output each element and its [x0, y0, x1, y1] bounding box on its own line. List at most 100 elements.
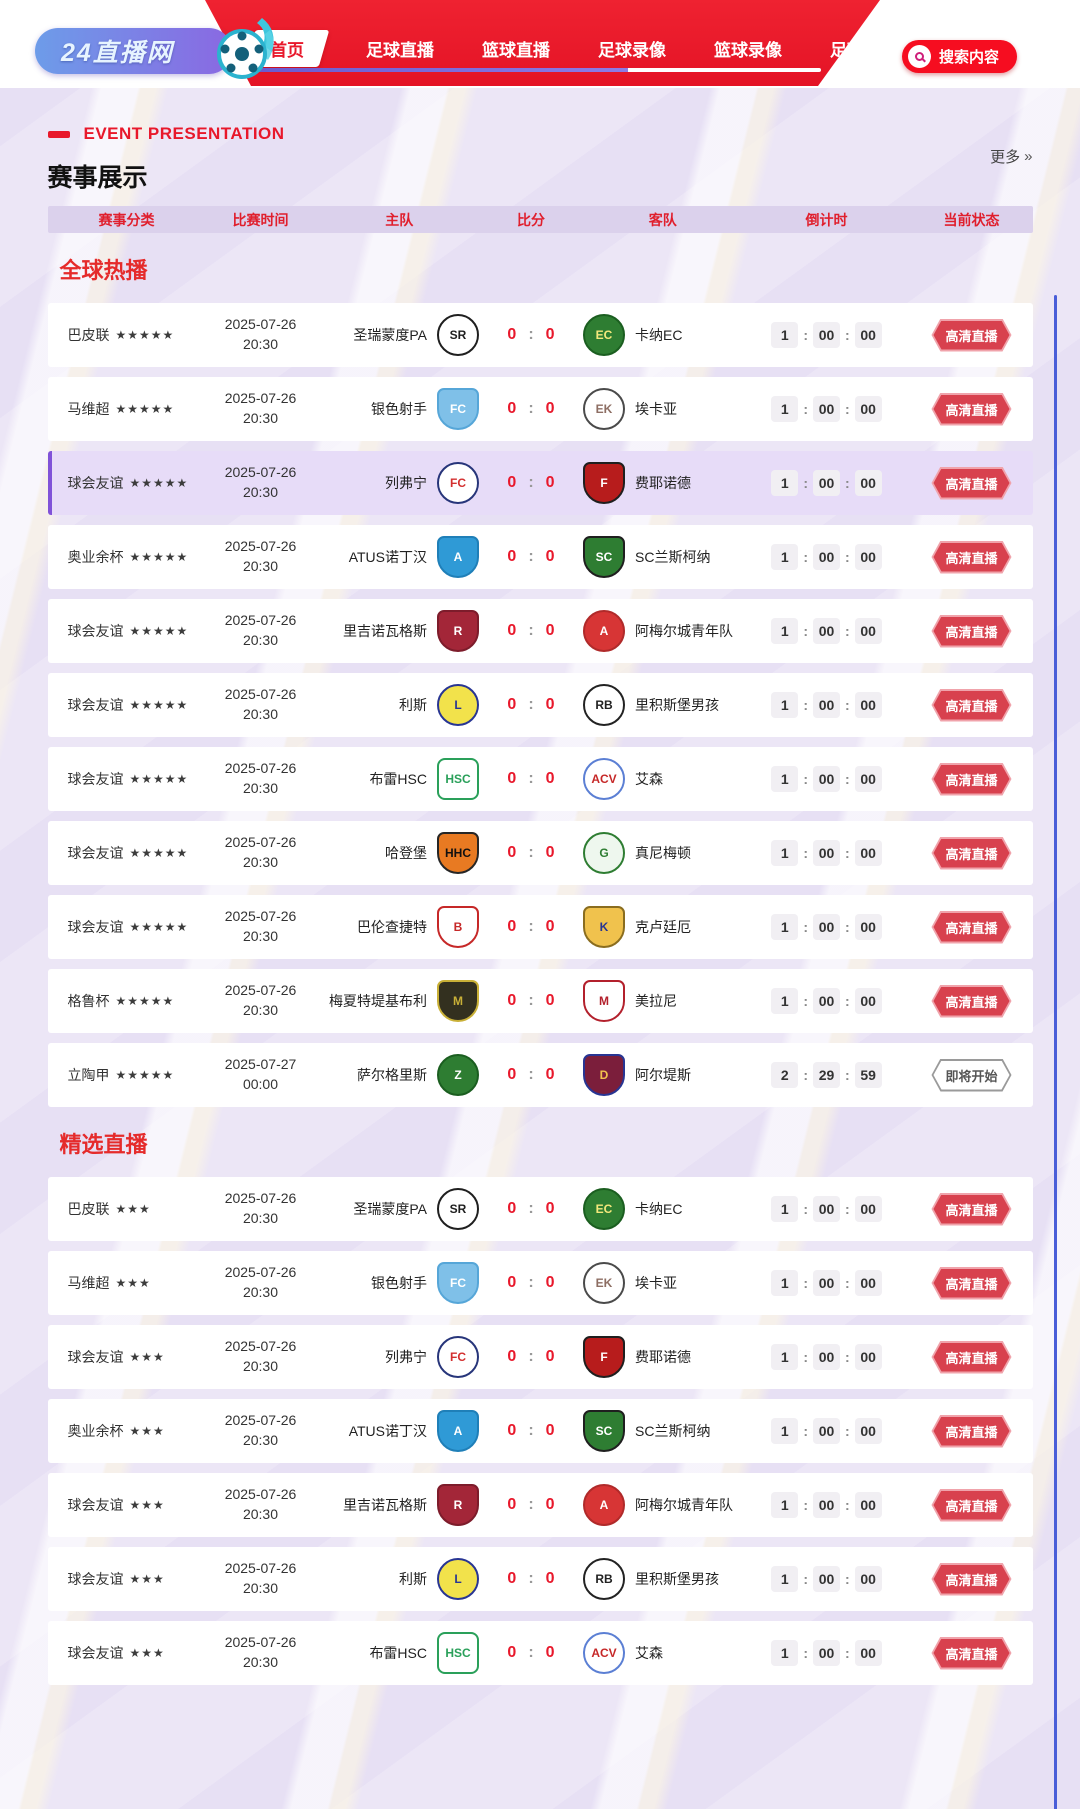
- column-header: 比分: [517, 211, 545, 228]
- away-team-cell: EC 卡纳EC: [583, 314, 743, 356]
- column-header: 当前状态: [943, 211, 1000, 228]
- match-league-cell: 球会友谊 ★★★: [52, 1643, 202, 1663]
- status-badge[interactable]: 高清直播: [931, 319, 1011, 352]
- home-team-name: 银色射手: [371, 1275, 427, 1291]
- status-badge[interactable]: 高清直播: [931, 1341, 1011, 1374]
- match-row[interactable]: 马维超 ★★★ 2025-07-26 20:30 银色射手 FC 0 : 0 E…: [47, 1251, 1033, 1315]
- status-badge[interactable]: 高清直播: [931, 689, 1011, 722]
- match-row[interactable]: 立陶甲 ★★★★★ 2025-07-27 00:00 萨尔格里斯 Z 0 : 0…: [47, 1043, 1033, 1107]
- home-score: 0: [507, 844, 517, 861]
- status-badge[interactable]: 高清直播: [931, 393, 1011, 426]
- countdown-hours: 1: [771, 988, 799, 1014]
- status-badge[interactable]: 即将开始: [931, 1059, 1011, 1092]
- status-badge-label: 高清直播: [933, 1269, 1009, 1298]
- match-row[interactable]: 球会友谊 ★★★★★ 2025-07-26 20:30 巴伦查捷特 B 0 : …: [47, 895, 1033, 959]
- countdown-colon: :: [845, 475, 850, 491]
- status-badge[interactable]: 高清直播: [931, 911, 1011, 944]
- status-badge[interactable]: 高清直播: [931, 1193, 1011, 1226]
- match-row[interactable]: 球会友谊 ★★★★★ 2025-07-26 20:30 里吉诺瓦格斯 R 0 :…: [47, 599, 1033, 663]
- league-name: 巴皮联: [67, 1201, 110, 1217]
- home-score: 0: [507, 1274, 517, 1291]
- match-time-cell: 2025-07-26 20:30: [202, 907, 320, 946]
- home-team-logo: R: [437, 1484, 479, 1526]
- match-row[interactable]: 球会友谊 ★★★★★ 2025-07-26 20:30 哈登堡 HHC 0 : …: [47, 821, 1033, 885]
- nav-tab[interactable]: 足球录像: [592, 30, 672, 67]
- away-team-logo: F: [583, 462, 625, 504]
- match-time-cell: 2025-07-26 20:30: [202, 315, 320, 354]
- match-time-cell: 2025-07-26 20:30: [202, 759, 320, 798]
- more-link[interactable]: 更多 »: [990, 146, 1032, 167]
- away-team-name: 里积斯堡男孩: [635, 697, 719, 713]
- away-team-cell: RB 里积斯堡男孩: [583, 1558, 743, 1600]
- score-colon: :: [528, 1496, 534, 1513]
- score-cell: 0 : 0: [479, 548, 583, 566]
- match-time-cell: 2025-07-26 20:30: [202, 1263, 320, 1302]
- countdown-seconds: 00: [854, 396, 882, 422]
- countdown-seconds: 00: [854, 1566, 882, 1592]
- status-badge-label: 高清直播: [933, 1565, 1009, 1594]
- status-badge[interactable]: 高清直播: [931, 467, 1011, 500]
- match-row[interactable]: 巴皮联 ★★★★★ 2025-07-26 20:30 圣瑞蒙度PA SR 0 :…: [47, 303, 1033, 367]
- match-row[interactable]: 球会友谊 ★★★ 2025-07-26 20:30 布雷HSC HSC 0 : …: [47, 1621, 1033, 1685]
- nav-tab[interactable]: 足球直播: [360, 30, 440, 67]
- away-team-logo: K: [583, 906, 625, 948]
- countdown-cell: 1 : 00 : 00: [743, 1418, 911, 1444]
- site-logo[interactable]: 24直播网: [35, 18, 274, 79]
- status-badge[interactable]: 高清直播: [931, 763, 1011, 796]
- score-cell: 0 : 0: [479, 1200, 583, 1218]
- away-score: 0: [545, 326, 555, 343]
- away-team-name: 艾森: [635, 771, 663, 787]
- match-row[interactable]: 格鲁杯 ★★★★★ 2025-07-26 20:30 梅夏特堤基布利 M 0 :…: [47, 969, 1033, 1033]
- home-team-logo: Z: [437, 1054, 479, 1096]
- status-badge-label: 高清直播: [933, 765, 1009, 794]
- match-row[interactable]: 马维超 ★★★★★ 2025-07-26 20:30 银色射手 FC 0 : 0…: [47, 377, 1033, 441]
- match-row[interactable]: 球会友谊 ★★★★★ 2025-07-26 20:30 利斯 L 0 : 0 R…: [47, 673, 1033, 737]
- match-row[interactable]: 球会友谊 ★★★ 2025-07-26 20:30 列弗宁 FC 0 : 0 F…: [47, 1325, 1033, 1389]
- search-button[interactable]: 搜索内容: [901, 40, 1017, 73]
- countdown-colon: :: [803, 919, 808, 935]
- match-row[interactable]: 球会友谊 ★★★★★ 2025-07-26 20:30 列弗宁 FC 0 : 0…: [47, 451, 1033, 515]
- match-row[interactable]: 巴皮联 ★★★ 2025-07-26 20:30 圣瑞蒙度PA SR 0 : 0…: [47, 1177, 1033, 1241]
- away-team-logo: SC: [583, 1410, 625, 1452]
- status-badge[interactable]: 高清直播: [931, 1563, 1011, 1596]
- status-badge[interactable]: 高清直播: [931, 1489, 1011, 1522]
- status-badge[interactable]: 高清直播: [931, 837, 1011, 870]
- countdown-hours: 1: [771, 1270, 799, 1296]
- score-colon: :: [528, 474, 534, 491]
- status-badge[interactable]: 高清直播: [931, 541, 1011, 574]
- match-row[interactable]: 奥业余杯 ★★★ 2025-07-26 20:30 ATUS诺丁汉 A 0 : …: [47, 1399, 1033, 1463]
- match-league-cell: 球会友谊 ★★★★★: [52, 473, 202, 493]
- match-row[interactable]: 球会友谊 ★★★ 2025-07-26 20:30 利斯 L 0 : 0 RB …: [47, 1547, 1033, 1611]
- nav-tab[interactable]: 篮球直播: [476, 30, 556, 67]
- countdown-cell: 1 : 00 : 00: [743, 1640, 911, 1666]
- status-badge[interactable]: 高清直播: [931, 1267, 1011, 1300]
- countdown-minutes: 00: [813, 1196, 840, 1222]
- league-name: 奥业余杯: [67, 1423, 124, 1439]
- score-colon: :: [528, 400, 534, 417]
- status-cell: 高清直播: [911, 985, 1033, 1018]
- away-team-cell: ACV 艾森: [583, 1632, 743, 1674]
- match-row[interactable]: 奥业余杯 ★★★★★ 2025-07-26 20:30 ATUS诺丁汉 A 0 …: [47, 525, 1033, 589]
- status-badge[interactable]: 高清直播: [931, 1637, 1011, 1670]
- eyebrow-label: EVENT PRESENTATION: [83, 124, 285, 143]
- section-title: 精选直播: [59, 1132, 148, 1157]
- match-row[interactable]: 球会友谊 ★★★ 2025-07-26 20:30 里吉诺瓦格斯 R 0 : 0…: [47, 1473, 1033, 1537]
- status-badge[interactable]: 高清直播: [931, 1415, 1011, 1448]
- away-team-logo: SC: [583, 536, 625, 578]
- status-badge[interactable]: 高清直播: [931, 615, 1011, 648]
- home-score: 0: [507, 474, 517, 491]
- match-time-cell: 2025-07-26 20:30: [202, 611, 320, 650]
- nav-tab[interactable]: 篮球录像: [708, 30, 788, 67]
- league-stars: ★★★★★: [115, 328, 175, 342]
- match-row[interactable]: 球会友谊 ★★★★★ 2025-07-26 20:30 布雷HSC HSC 0 …: [47, 747, 1033, 811]
- status-badge[interactable]: 高清直播: [931, 985, 1011, 1018]
- nav-tab[interactable]: 足球: [824, 30, 870, 67]
- match-section: 精选直播 巴皮联 ★★★ 2025-07-26 20:30 圣瑞蒙度PA SR …: [47, 1127, 1033, 1685]
- match-time-cell: 2025-07-26 20:30: [202, 1485, 320, 1524]
- home-score: 0: [507, 696, 517, 713]
- countdown-colon: :: [845, 1201, 850, 1217]
- home-team-cell: 萨尔格里斯 Z: [320, 1054, 479, 1096]
- score-colon: :: [528, 696, 534, 713]
- home-team-name: 里吉诺瓦格斯: [343, 1497, 427, 1513]
- away-team-cell: A 阿梅尔城青年队: [583, 610, 743, 652]
